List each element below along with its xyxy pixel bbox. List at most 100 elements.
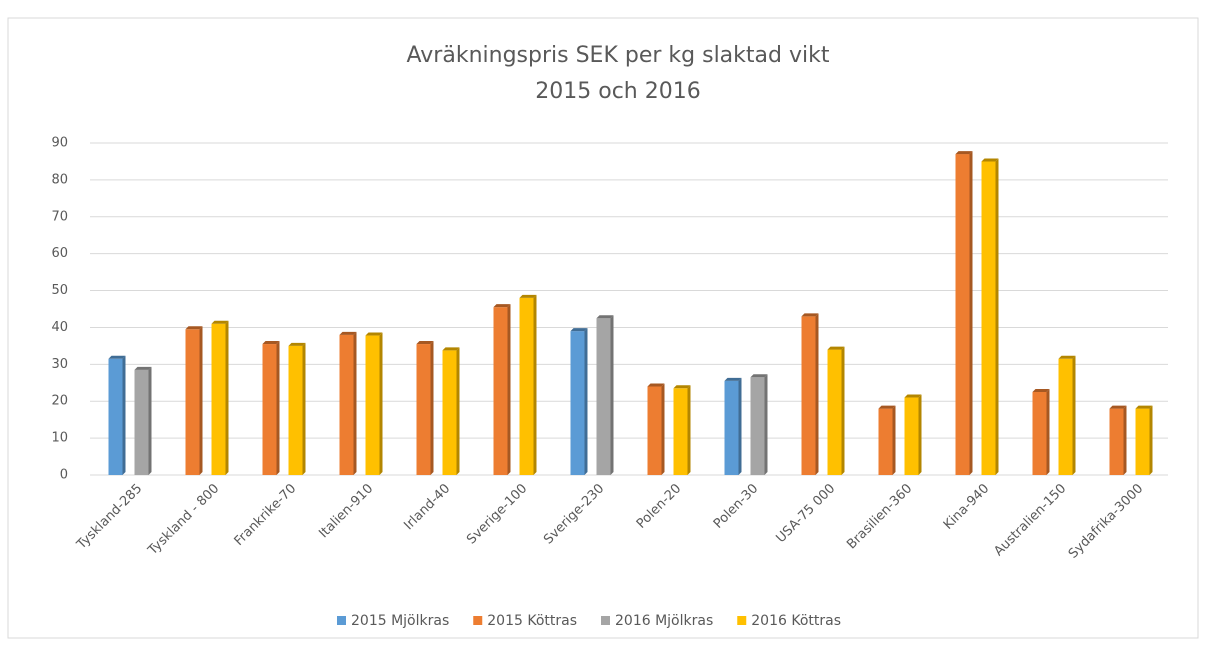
bar-top <box>724 377 742 381</box>
bar-top <box>211 320 229 324</box>
bar-side <box>225 320 229 475</box>
bar <box>878 408 893 475</box>
bar-top <box>134 366 152 370</box>
bar <box>673 388 688 475</box>
bar-side <box>610 315 614 475</box>
y-tick-label: 60 <box>51 246 68 261</box>
bar <box>570 331 585 475</box>
bar-top <box>673 385 691 389</box>
bar <box>596 318 611 475</box>
bar-side <box>918 394 922 475</box>
bar-side <box>276 341 280 475</box>
bar-top <box>416 341 434 345</box>
bar-side <box>815 313 819 475</box>
bar-top <box>827 346 845 350</box>
legend-swatch <box>601 616 610 625</box>
bar <box>262 344 277 475</box>
y-tick-label: 70 <box>51 209 68 224</box>
y-tick-label: 80 <box>51 172 68 187</box>
bar <box>442 350 457 475</box>
bar-top <box>442 347 460 351</box>
y-tick-label: 90 <box>51 136 68 151</box>
bar <box>750 377 765 475</box>
bar-side <box>456 347 460 475</box>
bar-side <box>738 377 742 475</box>
bar-top <box>262 341 280 345</box>
bar-top <box>1058 355 1076 359</box>
bar-top <box>596 315 614 319</box>
bar-side <box>892 405 896 475</box>
bar <box>365 335 380 475</box>
bar-top <box>365 332 383 336</box>
bar <box>339 334 354 475</box>
bar <box>1109 408 1124 475</box>
bar-side <box>533 294 537 475</box>
bar <box>416 344 431 475</box>
bar-side <box>841 346 845 475</box>
legend-label: 2016 Köttras <box>751 613 841 629</box>
bar-top <box>570 328 588 332</box>
bar-side <box>995 158 999 475</box>
chart-title: Avräkningspris SEK per kg slaktad vikt <box>407 43 830 68</box>
bar-top <box>647 383 665 387</box>
bar-top <box>288 342 306 346</box>
bar <box>981 161 996 475</box>
bar <box>108 358 123 475</box>
bar <box>493 307 508 475</box>
bar-top <box>981 158 999 162</box>
bar-top <box>1109 405 1127 409</box>
legend-label: 2015 Mjölkras <box>351 613 449 629</box>
bar-side <box>148 366 152 475</box>
bar-top <box>1032 389 1050 392</box>
bar-top <box>750 374 768 378</box>
bar-top <box>493 304 511 308</box>
bar-top <box>1135 405 1153 409</box>
bar-side <box>661 383 665 475</box>
chart-subtitle: 2015 och 2016 <box>535 79 700 104</box>
bar-top <box>519 294 537 298</box>
bar-side <box>1123 405 1127 475</box>
bar <box>647 386 662 475</box>
bar <box>519 297 534 475</box>
y-tick-label: 10 <box>51 431 68 446</box>
bar-side <box>687 385 691 475</box>
bar-top <box>108 355 126 359</box>
bar-side <box>302 342 306 475</box>
bar <box>185 329 200 475</box>
bar-side <box>584 328 588 475</box>
bar-side <box>353 331 357 475</box>
bar-side <box>1046 389 1050 475</box>
bar-side <box>764 374 768 475</box>
bar-top <box>904 394 922 398</box>
legend-label: 2015 Köttras <box>487 613 577 629</box>
bar-side <box>379 332 383 475</box>
bar <box>904 397 919 475</box>
bar <box>955 154 970 476</box>
bar <box>211 323 226 475</box>
bar <box>1135 408 1150 475</box>
bar <box>134 369 149 475</box>
bar-side <box>199 326 203 475</box>
y-tick-label: 50 <box>51 283 68 298</box>
bar <box>1058 358 1073 475</box>
bar-side <box>1072 355 1076 475</box>
legend-swatch <box>737 616 747 625</box>
y-tick-label: 20 <box>51 394 68 409</box>
bar <box>724 380 739 475</box>
y-tick-label: 30 <box>51 357 68 372</box>
bar-side <box>507 304 511 475</box>
bar-top <box>801 313 819 317</box>
bar-top <box>878 405 896 409</box>
bar-side <box>969 151 973 476</box>
y-tick-label: 40 <box>51 320 68 335</box>
bar <box>827 349 842 475</box>
bar-top <box>185 326 203 330</box>
bar-side <box>430 341 434 475</box>
legend-swatch <box>473 616 483 625</box>
bar-top <box>955 151 973 155</box>
bar-side <box>122 355 126 475</box>
bar <box>1032 392 1047 475</box>
bar <box>288 345 303 475</box>
legend-label: 2016 Mjölkras <box>615 613 713 629</box>
